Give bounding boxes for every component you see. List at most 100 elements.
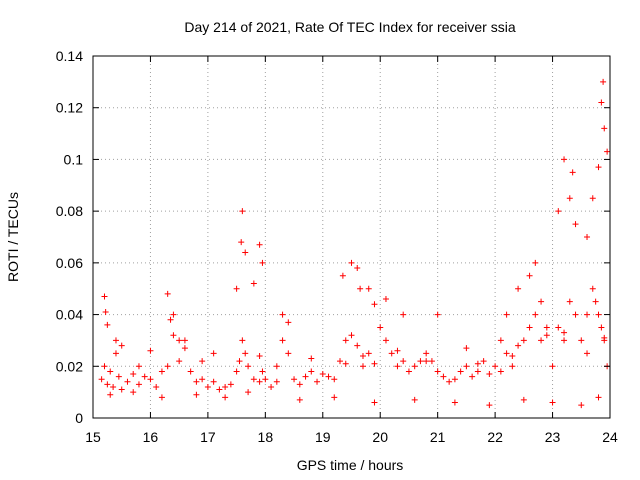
data-point (589, 285, 596, 292)
data-point (538, 337, 545, 344)
x-tick-label: 23 (545, 429, 561, 445)
data-point (526, 272, 533, 279)
data-point (342, 337, 349, 344)
data-point (526, 324, 533, 331)
data-point (584, 234, 591, 240)
data-point (118, 386, 125, 393)
data-point (279, 337, 286, 344)
data-point (584, 311, 591, 318)
data-point (382, 296, 389, 303)
data-point (250, 280, 257, 287)
data-point (543, 324, 550, 331)
plot-frame (92, 55, 611, 419)
data-point (245, 363, 252, 370)
data-point (371, 399, 378, 406)
x-tick-label: 15 (85, 429, 101, 445)
data-point (388, 350, 395, 357)
data-point (538, 298, 545, 305)
data-point (486, 402, 493, 409)
x-tick-label: 18 (258, 429, 274, 445)
data-point (331, 394, 338, 401)
data-point (572, 221, 579, 228)
data-point (543, 332, 550, 339)
data-point (285, 350, 292, 357)
data-point (222, 383, 229, 390)
data-point (520, 337, 527, 344)
data-point (158, 394, 165, 401)
data-point (520, 396, 527, 403)
data-point (572, 311, 579, 318)
data-point (101, 363, 108, 370)
data-point (124, 378, 131, 385)
data-point (469, 373, 476, 380)
data-point (337, 358, 344, 365)
data-point (135, 381, 142, 388)
data-point (598, 324, 605, 331)
data-point (555, 324, 562, 331)
data-point (480, 358, 487, 365)
data-point (532, 259, 539, 266)
data-point (417, 358, 424, 365)
data-point (595, 311, 602, 318)
data-point (296, 381, 303, 388)
data-point (532, 311, 539, 318)
data-point (440, 373, 447, 380)
data-point (357, 285, 364, 292)
data-point (291, 376, 298, 383)
grid-lines (93, 56, 610, 418)
data-point (167, 316, 174, 323)
data-point (503, 350, 510, 357)
data-point (135, 363, 142, 370)
data-point (187, 368, 194, 375)
data-point (101, 293, 108, 300)
data-point (176, 358, 183, 365)
data-point (115, 373, 122, 380)
y-tick-label: 0.02 (56, 358, 83, 374)
y-axis-label: ROTI / TECUs (5, 192, 21, 282)
data-point (474, 368, 481, 375)
data-point (233, 368, 240, 375)
data-point (164, 290, 171, 297)
data-point (273, 363, 280, 370)
data-point (561, 156, 568, 163)
x-tick-label: 17 (200, 429, 216, 445)
data-point (302, 373, 309, 380)
data-point (457, 368, 464, 375)
data-point (405, 368, 412, 375)
data-point (164, 363, 171, 370)
data-point (239, 337, 246, 344)
data-point (130, 389, 137, 396)
data-point (371, 301, 378, 308)
data-point (601, 334, 608, 341)
data-point (210, 378, 217, 385)
axis-ticks (92, 55, 611, 419)
data-point (497, 337, 504, 344)
data-point (242, 249, 249, 256)
x-tick-label: 19 (315, 429, 331, 445)
x-tick-label: 16 (143, 429, 159, 445)
data-point (569, 169, 576, 176)
data-point (595, 394, 602, 401)
data-point (210, 350, 217, 357)
x-axis-label: GPS time / hours (297, 457, 404, 473)
data-point (515, 285, 522, 292)
data-point (158, 368, 165, 375)
y-tick-label: 0 (75, 410, 83, 426)
data-point (515, 342, 522, 349)
data-point (268, 383, 275, 390)
chart-title: Day 214 of 2021, Rate Of TEC Index for r… (184, 19, 515, 35)
data-point (365, 350, 372, 357)
data-point (377, 324, 384, 331)
data-point (262, 376, 269, 383)
data-point (497, 368, 504, 375)
data-point (600, 78, 607, 85)
data-point (566, 298, 573, 305)
data-point (236, 358, 243, 365)
data-point (181, 337, 188, 344)
data-point (503, 311, 510, 318)
data-point (104, 381, 111, 388)
data-point (589, 195, 596, 202)
y-tick-label: 0.08 (56, 203, 83, 219)
y-tick-label: 0.12 (56, 100, 83, 116)
data-point (446, 378, 453, 385)
